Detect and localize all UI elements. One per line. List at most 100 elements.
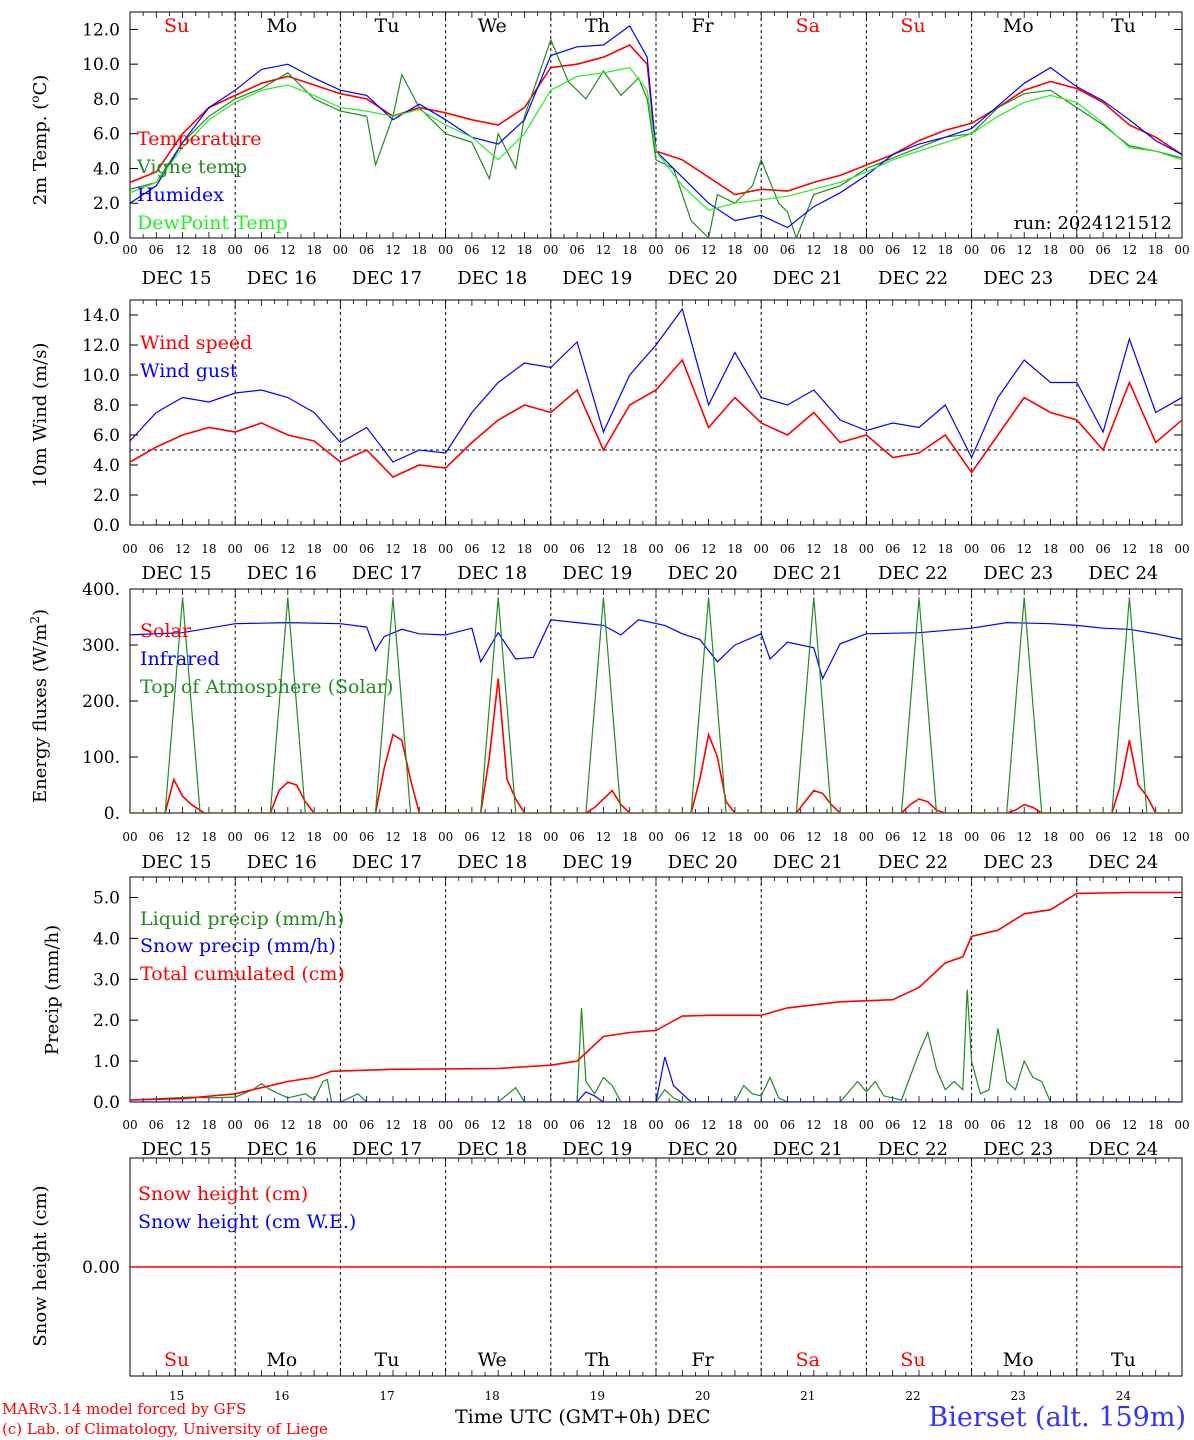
date-label: DEC 17 <box>352 1139 422 1160</box>
hour-tick-label: 12 <box>175 542 190 556</box>
hour-tick-label: 18 <box>727 830 742 844</box>
hour-tick-label: 06 <box>780 542 795 556</box>
hour-tick-label: 18 <box>622 243 637 257</box>
hour-tick-label: 18 <box>1148 542 1163 556</box>
hour-tick-label: 06 <box>675 542 690 556</box>
panel-energy: 0. 100. 200. 300. 400. Energy fluxes (W/m2) So… <box>28 580 1190 873</box>
date-label: DEC 23 <box>983 563 1053 584</box>
weekday-label: Mo <box>1003 1349 1034 1371</box>
y-tick-label: 10.0 <box>82 55 120 75</box>
legend-entry: Liquid precip (mm/h) <box>140 908 344 930</box>
legend-entry: Snow height (cm) <box>138 1183 308 1205</box>
hour-tick-label: 06 <box>1095 243 1110 257</box>
day-number-label: 22 <box>905 1389 920 1403</box>
y-tick-label: 10.0 <box>82 366 120 386</box>
weekday-label: Fr <box>691 1349 714 1371</box>
hour-tick-label: 00 <box>1069 1118 1084 1132</box>
day-number-label: 18 <box>485 1389 500 1403</box>
hour-tick-label: 12 <box>1017 243 1032 257</box>
weekday-label: Sa <box>796 15 820 37</box>
hour-tick-label: 06 <box>149 542 164 556</box>
hour-tick-label: 00 <box>543 1118 558 1132</box>
hour-tick-label: 12 <box>806 830 821 844</box>
hour-tick-label: 06 <box>464 542 479 556</box>
weekday-label: Tu <box>375 1349 400 1371</box>
hour-tick-label: 12 <box>596 830 611 844</box>
hour-tick-label: 00 <box>122 542 137 556</box>
date-label: DEC 20 <box>668 563 738 584</box>
hour-tick-label: 06 <box>675 830 690 844</box>
day-number-label: 21 <box>800 1389 815 1403</box>
date-label: DEC 19 <box>562 1139 632 1160</box>
hour-tick-label: 18 <box>832 830 847 844</box>
hour-tick-label: 06 <box>885 243 900 257</box>
hour-tick-label: 00 <box>964 1118 979 1132</box>
y-axis-label: 2m Temp. (oC) <box>28 75 51 206</box>
hour-tick-label: 06 <box>675 1118 690 1132</box>
hour-tick-label: 00 <box>333 830 348 844</box>
hour-tick-label: 00 <box>228 830 243 844</box>
hour-tick-label: 12 <box>806 542 821 556</box>
hour-tick-label: 12 <box>280 830 295 844</box>
date-label: DEC 17 <box>352 563 422 584</box>
hour-tick-label: 18 <box>1043 542 1058 556</box>
hour-tick-label: 00 <box>754 542 769 556</box>
hour-tick-label: 06 <box>569 830 584 844</box>
hour-tick-label: 00 <box>438 1118 453 1132</box>
hour-tick-label: 12 <box>596 1118 611 1132</box>
hour-tick-label: 18 <box>306 542 321 556</box>
date-label: DEC 20 <box>668 268 738 289</box>
hour-tick-label: 06 <box>464 243 479 257</box>
legend-entry: Infrared <box>140 648 220 670</box>
hour-tick-label: 06 <box>1095 1118 1110 1132</box>
hour-tick-label: 06 <box>885 1118 900 1132</box>
legend-entry: Top of Atmosphere (Solar) <box>140 676 393 698</box>
date-label: DEC 17 <box>352 268 422 289</box>
hour-tick-label: 06 <box>254 243 269 257</box>
y-tick-label: 0.00 <box>82 1258 120 1278</box>
hour-tick-label: 12 <box>701 243 716 257</box>
date-label: DEC 23 <box>983 268 1053 289</box>
hour-tick-label: 06 <box>569 1118 584 1132</box>
hour-tick-label: 12 <box>806 243 821 257</box>
hour-tick-label: 06 <box>254 542 269 556</box>
hour-tick-label: 12 <box>1017 542 1032 556</box>
y-tick-label: 0.0 <box>93 516 120 536</box>
date-label: DEC 24 <box>1088 1139 1158 1160</box>
hour-tick-label: 18 <box>517 243 532 257</box>
hour-tick-label: 06 <box>885 542 900 556</box>
hour-tick-label: 00 <box>754 1118 769 1132</box>
hour-tick-label: 06 <box>990 542 1005 556</box>
weekday-label: Tu <box>1111 15 1136 37</box>
weekday-label: Th <box>585 15 610 37</box>
hour-tick-label: 18 <box>201 542 216 556</box>
weekday-label: Tu <box>1111 1349 1136 1371</box>
y-tick-label: 3.0 <box>93 970 120 990</box>
legend-entry: Wind speed <box>140 332 252 354</box>
hour-tick-label: 06 <box>149 830 164 844</box>
y-tick-label: 14.0 <box>82 306 120 326</box>
hour-tick-label: 18 <box>1148 243 1163 257</box>
y-axis-label: Precip (mm/h) <box>42 925 63 1055</box>
legend-entry: Temperature <box>137 128 261 150</box>
hour-tick-label: 12 <box>596 542 611 556</box>
series-line-temperature <box>130 44 1182 196</box>
y-tick-label: 0.0 <box>93 229 120 249</box>
date-label: DEC 20 <box>668 1139 738 1160</box>
day-number-label: 24 <box>1116 1389 1132 1403</box>
weekday-label: Su <box>900 15 925 37</box>
hour-tick-label: 12 <box>280 243 295 257</box>
hour-tick-label: 06 <box>464 830 479 844</box>
hour-tick-label: 00 <box>754 243 769 257</box>
day-number-label: 15 <box>169 1389 184 1403</box>
hour-tick-label: 00 <box>859 243 874 257</box>
hour-tick-label: 06 <box>359 1118 374 1132</box>
hour-tick-label: 00 <box>228 1118 243 1132</box>
y-tick-label: 300. <box>82 636 120 656</box>
series-line-dewpoint-temp <box>130 66 1182 211</box>
hour-tick-label: 00 <box>964 542 979 556</box>
date-label: DEC 21 <box>773 563 843 584</box>
date-label: DEC 22 <box>878 1139 948 1160</box>
hour-tick-label: 12 <box>1017 1118 1032 1132</box>
hour-tick-label: 00 <box>1174 830 1189 844</box>
